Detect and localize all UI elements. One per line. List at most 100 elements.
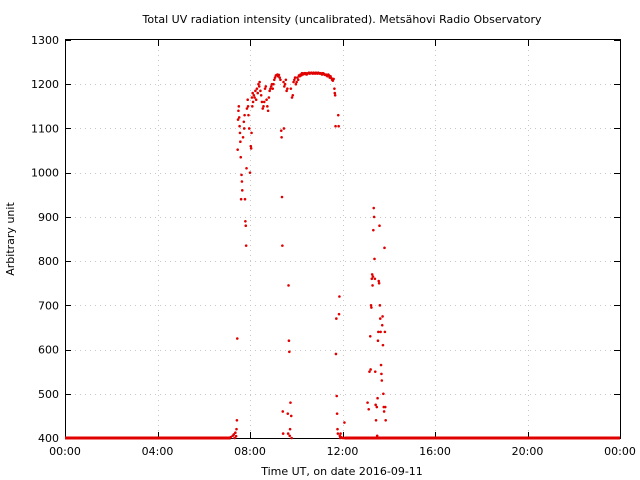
axis-ticks [65,40,621,439]
x-tick-label: 00:00 [604,445,636,458]
y-axis-label: Arbitrary unit [4,202,17,276]
y-axis-tick-labels: 400 500 600 700 800 900 1000 1100 1200 1300 [31,34,59,445]
data-point [249,144,253,148]
y-tick-label: 1200 [31,78,59,91]
data-point [237,109,240,113]
y-tick-label: 500 [38,388,59,401]
data-point [379,363,383,367]
data-point [278,76,281,79]
data-point [267,96,271,99]
data-point [381,315,384,318]
data-point [258,80,261,84]
x-tick-label: 16:00 [419,445,451,458]
data-point [251,105,254,108]
data-point [373,277,377,281]
data-point [237,116,241,119]
data-point [266,105,269,108]
y-tick-label: 1000 [31,167,59,180]
data-point [259,89,262,93]
data-point [256,91,260,95]
data-point [236,148,239,151]
data-point [261,107,265,110]
data-point [288,350,291,354]
data-point [280,195,284,199]
data-point [383,405,387,409]
data-point [281,410,285,413]
data-point [287,284,290,287]
data-point [234,431,237,434]
data-point [291,93,295,97]
data-point [239,140,242,144]
baseline-segment [65,436,231,440]
data-point [379,330,382,334]
data-point [371,275,375,278]
data-point [374,419,378,422]
data-point [286,412,290,415]
y-tick-label: 900 [38,211,59,224]
data-point [279,129,283,132]
data-point [368,334,372,338]
data-point [243,197,247,201]
data-point [238,131,242,135]
data-point [263,87,267,90]
data-point [259,93,263,97]
data-point [342,436,345,440]
data-point [245,166,248,170]
data-point [373,257,376,261]
plot-frame [65,39,621,439]
grid [65,40,620,438]
data-point [254,89,257,93]
data-point [272,78,276,82]
data-point [254,98,258,101]
data-point [251,100,255,104]
data-point [244,224,248,228]
data-point [238,124,241,128]
data-point [289,414,293,418]
data-point [237,105,241,108]
data-point [250,96,254,99]
data-point [281,432,285,435]
data-point [370,306,373,309]
data-point [335,317,338,320]
y-tick-label: 1100 [31,122,59,135]
data-point [241,135,245,139]
data-point [366,401,369,404]
data-point [244,244,248,247]
data-point [245,107,249,110]
data-point [333,87,336,90]
data-point [286,432,290,435]
baseline-segment [344,436,620,440]
x-tick-label: 00:00 [49,445,81,458]
data-point [296,78,300,82]
y-tick-label: 700 [38,299,59,312]
data-point [293,76,297,79]
y-tick-label: 400 [38,432,59,445]
data-point [277,73,281,77]
data-point [243,113,246,117]
data-point [255,87,259,90]
data-point [336,432,340,435]
data-point [377,281,381,285]
data-point [279,78,282,82]
data-point [375,405,379,409]
data-point [248,171,252,174]
data-point [380,323,384,327]
data-point [284,78,288,82]
data-point [272,82,275,86]
data-point [382,392,385,396]
data-point [370,273,374,276]
data-point [376,396,379,400]
data-point [264,85,268,88]
data-point [339,432,342,435]
data-point [235,337,239,340]
data-point [285,89,288,93]
y-tick-label: 800 [38,255,59,268]
data-point [271,87,275,90]
data-point [383,246,386,250]
data-point [377,279,381,283]
data-point [239,197,243,201]
data-point [294,82,298,86]
x-axis-label: Time UT, on date 2016-09-11 [260,465,423,478]
data-point [370,277,374,281]
data-point [283,85,286,88]
